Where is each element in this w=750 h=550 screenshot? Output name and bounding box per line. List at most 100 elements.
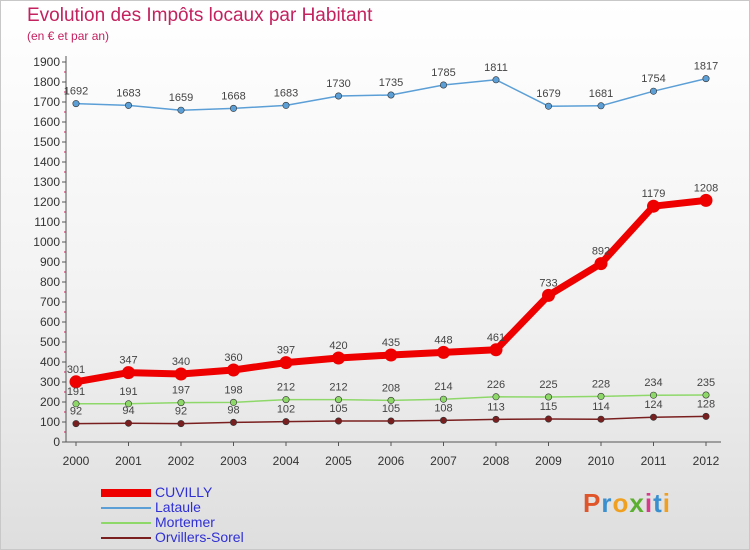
data-point-mortemer — [177, 399, 185, 407]
data-label-mortemer: 191 — [119, 386, 137, 398]
data-label-orvillers-sorel: 115 — [540, 401, 558, 413]
data-point-orvillers-sorel — [334, 417, 342, 425]
x-axis-tick-labels: 2000 2001 2002 2003 2004 2005 2006 2007 2008 2009… — [63, 454, 720, 468]
x-tick-label: 2006 — [378, 454, 405, 468]
x-tick-label: 2002 — [168, 454, 195, 468]
data-label-cuvilly: 733 — [539, 277, 557, 289]
data-point-lataule — [544, 102, 552, 110]
logo-letter: x — [629, 488, 645, 518]
data-label-mortemer: 214 — [434, 381, 452, 393]
data-label-cuvilly: 420 — [329, 340, 347, 352]
data-point-cuvilly — [384, 348, 398, 362]
data-point-orvillers-sorel — [282, 418, 290, 426]
data-label-mortemer: 225 — [539, 379, 557, 391]
data-point-mortemer — [544, 393, 552, 401]
data-label-cuvilly: 340 — [172, 356, 190, 368]
data-point-lataule — [597, 102, 605, 110]
data-label-lataule: 1683 — [116, 87, 140, 99]
data-label-orvillers-sorel: 108 — [434, 402, 452, 414]
x-tick-label: 2007 — [430, 454, 457, 468]
y-tick-label: 100 — [40, 415, 60, 429]
data-point-mortemer — [597, 392, 605, 400]
series-points — [69, 75, 713, 428]
data-label-mortemer: 198 — [224, 384, 242, 396]
data-point-lataule — [177, 106, 185, 114]
data-point-lataule — [125, 101, 133, 109]
y-tick-label: 1800 — [33, 75, 60, 89]
data-point-cuvilly — [69, 375, 83, 389]
y-tick-label: 200 — [40, 395, 60, 409]
legend-swatch — [101, 537, 151, 539]
x-tick-label: 2008 — [483, 454, 510, 468]
data-point-lataule — [649, 87, 657, 95]
data-point-orvillers-sorel — [177, 420, 185, 428]
y-tick-label: 400 — [40, 355, 60, 369]
data-point-orvillers-sorel — [702, 412, 710, 420]
data-label-orvillers-sorel: 92 — [175, 406, 187, 418]
data-label-cuvilly: 397 — [277, 345, 295, 357]
legend-swatch — [101, 489, 151, 497]
legend-label: Mortemer — [155, 514, 215, 530]
data-point-mortemer — [387, 396, 395, 404]
y-tick-label: 600 — [40, 315, 60, 329]
data-point-orvillers-sorel — [125, 419, 133, 427]
data-label-lataule: 1659 — [169, 92, 193, 104]
line-chart: 0 100 200 300 400 500 600 700 800 900 1000 1100 1200… — [33, 55, 721, 468]
logo-letter: r — [601, 488, 613, 518]
data-label-lataule: 1754 — [641, 73, 665, 85]
data-label-orvillers-sorel: 105 — [382, 403, 400, 415]
y-tick-label: 300 — [40, 375, 60, 389]
data-label-cuvilly: 892 — [592, 246, 610, 258]
data-label-lataule: 1668 — [221, 90, 245, 102]
data-label-lataule: 1692 — [64, 86, 88, 98]
data-point-cuvilly — [699, 193, 713, 207]
chart-subtitle: (en € et par an) — [27, 29, 110, 43]
data-label-orvillers-sorel: 98 — [227, 404, 239, 416]
legend-swatch — [101, 522, 151, 524]
x-tick-label: 2004 — [273, 454, 300, 468]
data-label-lataule: 1735 — [379, 77, 403, 89]
data-label-mortemer: 212 — [277, 382, 295, 394]
data-point-lataule — [282, 101, 290, 109]
y-tick-label: 1400 — [33, 155, 60, 169]
data-label-mortemer: 226 — [487, 379, 505, 391]
logo-letter: t — [653, 488, 663, 518]
x-tick-label: 2001 — [115, 454, 142, 468]
data-point-mortemer — [334, 396, 342, 404]
y-tick-label: 1500 — [33, 135, 60, 149]
y-tick-label: 1900 — [33, 55, 60, 69]
data-label-orvillers-sorel: 92 — [70, 406, 82, 418]
data-point-mortemer — [282, 396, 290, 404]
data-label-cuvilly: 301 — [67, 364, 85, 376]
data-point-mortemer — [439, 395, 447, 403]
data-label-cuvilly: 1179 — [642, 188, 666, 200]
data-label-mortemer: 235 — [697, 377, 715, 389]
data-point-lataule — [387, 91, 395, 99]
y-tick-label: 1200 — [33, 195, 60, 209]
data-point-cuvilly — [594, 257, 608, 271]
data-labels: 1692 1683 1659 1668 1683 1730 1735 1785 1811 1679… — [64, 61, 718, 418]
data-label-lataule: 1785 — [431, 67, 455, 79]
y-tick-label: 1700 — [33, 95, 60, 109]
x-tick-label: 2005 — [325, 454, 352, 468]
logo-letter: i — [644, 488, 654, 518]
data-label-lataule: 1679 — [536, 88, 560, 100]
y-tick-label: 800 — [40, 275, 60, 289]
data-point-orvillers-sorel — [492, 415, 500, 423]
data-point-orvillers-sorel — [387, 417, 395, 425]
y-tick-label: 1300 — [33, 175, 60, 189]
data-label-cuvilly: 435 — [382, 337, 400, 349]
legend-label: Orvillers-Sorel — [155, 529, 244, 545]
data-point-orvillers-sorel — [544, 415, 552, 423]
data-label-cuvilly: 1208 — [694, 182, 718, 194]
x-tick-label: 2011 — [641, 454, 667, 468]
data-point-cuvilly — [437, 345, 450, 359]
legend-swatch — [101, 507, 151, 509]
data-label-cuvilly: 360 — [224, 352, 242, 364]
y-axis-tick-labels: 0 100 200 300 400 500 600 700 800 900 1000 1100 1200… — [33, 55, 60, 449]
data-label-lataule: 1683 — [274, 87, 298, 99]
data-point-lataule — [230, 104, 238, 112]
proxiti-logo: Proxiti — [583, 488, 671, 519]
legend-label: Lataule — [155, 499, 201, 515]
